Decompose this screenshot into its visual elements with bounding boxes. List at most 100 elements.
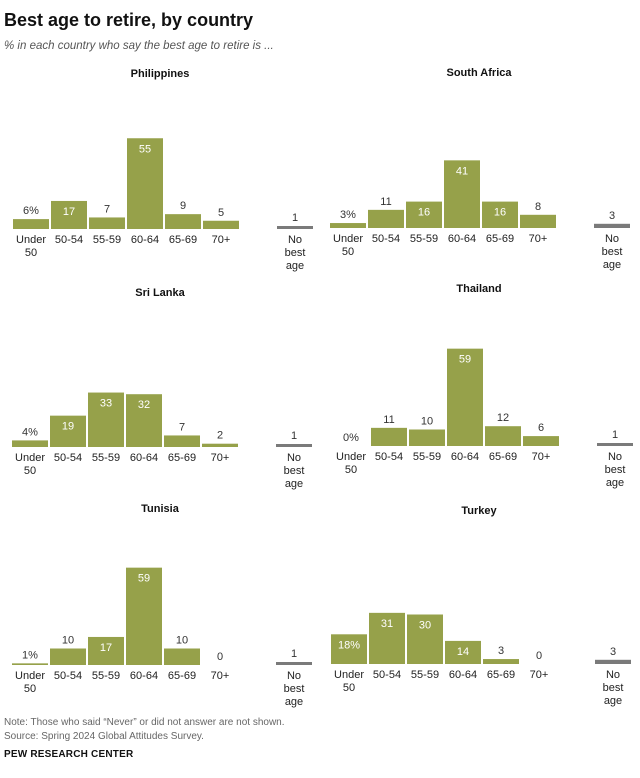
value-label-south-africa-5: 16	[494, 207, 506, 219]
value-label-south-africa-3: 16	[418, 207, 430, 219]
tick-label-turkey-6: 70+	[530, 669, 549, 681]
tick-label-philippines-3: 55-59	[93, 234, 121, 246]
value-label-turkey-5: 3	[498, 645, 504, 657]
value-label-south-africa-6: 8	[535, 201, 541, 213]
value-label-sri-lanka-1: 4%	[22, 426, 38, 438]
footnote: Note: Those who said “Never” or did not …	[4, 717, 285, 728]
tick-label-philippines-1-line1: Under	[16, 234, 46, 246]
bar-tunisia-1	[12, 663, 48, 665]
value-label-turkey-6: 0	[536, 650, 542, 662]
value-label-south-africa-1: 3%	[340, 209, 356, 221]
bar-turkey-5	[483, 659, 519, 664]
tick-label-tunisia-6: 70+	[211, 670, 230, 682]
bar-south-africa-1	[330, 223, 366, 228]
tick-label-thailand-3: 55-59	[413, 451, 441, 463]
tick-label-thailand-6: 70+	[532, 451, 551, 463]
tick-label-turkey-5: 65-69	[487, 669, 515, 681]
bar-philippines-1	[13, 219, 49, 229]
value-label-turkey-7: 3	[610, 646, 616, 658]
tick-label-south-africa-5: 65-69	[486, 233, 514, 245]
value-label-sri-lanka-6: 2	[217, 430, 223, 442]
tick-label-south-africa-1-line1: Under	[333, 233, 363, 245]
tick-label-thailand-5: 65-69	[489, 451, 517, 463]
value-label-thailand-4: 59	[459, 354, 471, 366]
tick-label-tunisia-1-line1: Under	[15, 670, 45, 682]
value-label-tunisia-3: 17	[100, 642, 112, 654]
panel-title-turkey: Turkey	[461, 505, 497, 517]
value-label-sri-lanka-7: 1	[291, 430, 297, 442]
bar-tunisia-7	[276, 662, 312, 665]
bar-turkey-2	[369, 612, 405, 664]
value-label-philippines-5: 9	[180, 200, 186, 212]
panel-title-sri-lanka: Sri Lanka	[135, 287, 185, 299]
bar-thailand-3	[409, 429, 445, 446]
value-label-philippines-6: 5	[218, 207, 224, 219]
value-label-thailand-2: 11	[383, 414, 394, 426]
tick-label-sri-lanka-1-line2: 50	[24, 465, 36, 477]
bar-philippines-5	[165, 214, 201, 229]
bar-south-africa-3	[406, 201, 442, 228]
tick-label-tunisia-7-line3: age	[285, 696, 303, 708]
value-label-thailand-6: 6	[538, 422, 544, 434]
bar-thailand-6	[523, 436, 559, 446]
tick-label-south-africa-1-line2: 50	[342, 246, 354, 258]
bar-south-africa-6	[520, 214, 556, 228]
panel-title-philippines: Philippines	[131, 68, 190, 80]
tick-label-turkey-2: 50-54	[373, 669, 401, 681]
tick-label-philippines-7-line1: No	[288, 234, 302, 246]
bar-sri-lanka-6	[202, 443, 238, 447]
value-label-turkey-4: 14	[457, 646, 469, 658]
value-label-turkey-3: 30	[419, 620, 431, 632]
panel-title-south-africa: South Africa	[447, 67, 513, 79]
tick-label-philippines-7-line3: age	[286, 260, 304, 272]
value-label-philippines-4: 55	[139, 143, 151, 155]
value-label-sri-lanka-5: 7	[179, 421, 185, 433]
tick-label-tunisia-7-line2: best	[284, 683, 305, 695]
tick-label-sri-lanka-7-line1: No	[287, 452, 301, 464]
value-label-sri-lanka-4: 32	[138, 399, 150, 411]
tick-label-thailand-4: 60-64	[451, 451, 479, 463]
value-label-sri-lanka-2: 19	[62, 421, 74, 433]
tick-label-thailand-7-line1: No	[608, 451, 622, 463]
value-label-thailand-1: 0%	[343, 432, 359, 444]
bar-turkey-7	[595, 659, 631, 664]
source-note: Source: Spring 2024 Global Attitudes Sur…	[4, 731, 204, 742]
value-label-sri-lanka-3: 33	[100, 398, 112, 410]
bar-sri-lanka-7	[276, 444, 312, 447]
value-label-thailand-7: 1	[612, 429, 618, 441]
value-label-south-africa-4: 41	[456, 165, 468, 177]
tick-label-south-africa-7-line3: age	[603, 259, 621, 271]
tick-label-philippines-7-line2: best	[285, 247, 306, 259]
bar-thailand-4	[447, 348, 483, 446]
bar-tunisia-2	[50, 648, 86, 665]
value-label-south-africa-7: 3	[609, 210, 615, 222]
tick-label-thailand-7-line2: best	[605, 464, 626, 476]
tick-label-south-africa-6: 70+	[529, 233, 548, 245]
bar-south-africa-5	[482, 201, 518, 228]
tick-label-turkey-1-line2: 50	[343, 682, 355, 694]
tick-label-turkey-1-line1: Under	[334, 669, 364, 681]
value-label-south-africa-2: 11	[380, 196, 391, 208]
tick-label-turkey-7-line2: best	[603, 682, 624, 694]
tick-label-tunisia-2: 50-54	[54, 670, 82, 682]
tick-label-thailand-7-line3: age	[606, 477, 624, 489]
bar-sri-lanka-2	[50, 415, 86, 447]
value-label-tunisia-7: 1	[291, 648, 297, 660]
value-label-turkey-1: 18%	[338, 639, 360, 651]
bar-sri-lanka-5	[164, 435, 200, 447]
tick-label-philippines-5: 65-69	[169, 234, 197, 246]
bar-thailand-7	[597, 443, 633, 446]
bar-south-africa-4	[444, 160, 480, 228]
bar-philippines-2	[51, 200, 87, 229]
bar-south-africa-2	[368, 209, 404, 228]
panel-title-thailand: Thailand	[456, 283, 501, 295]
tick-label-sri-lanka-2: 50-54	[54, 452, 82, 464]
value-label-philippines-1: 6%	[23, 205, 39, 217]
tick-label-philippines-4: 60-64	[131, 234, 159, 246]
value-label-tunisia-1: 1%	[22, 649, 38, 661]
chart-title: Best age to retire, by country	[4, 10, 254, 30]
bar-turkey-4	[445, 640, 481, 664]
bar-tunisia-5	[164, 648, 200, 665]
bar-sri-lanka-3	[88, 392, 124, 447]
